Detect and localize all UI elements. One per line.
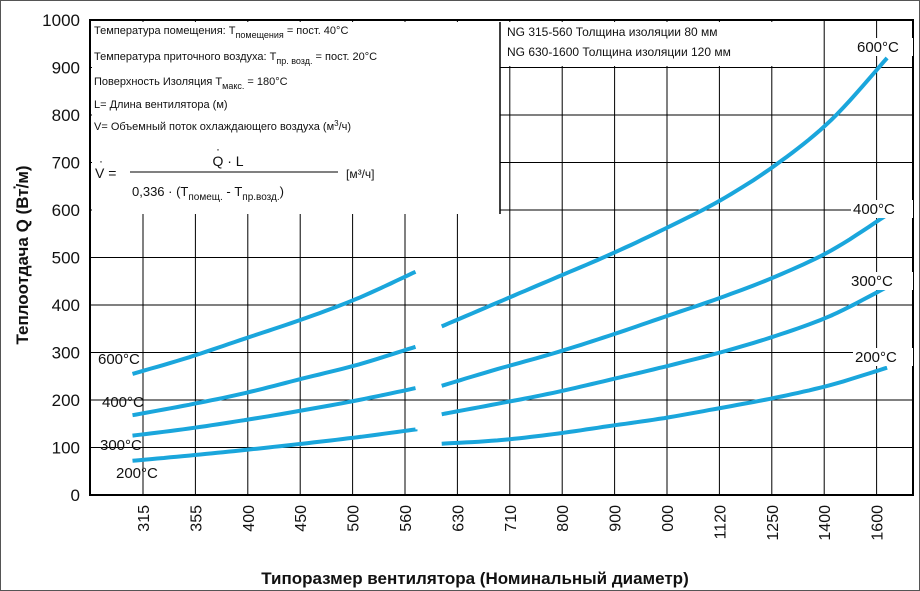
note-length: L= Длина вентилятора (м)	[94, 99, 228, 111]
x-tick-label: 800	[555, 505, 572, 532]
label-400-left: 400°C	[102, 394, 144, 411]
label-600-right-bg	[855, 38, 913, 56]
formula-v-dot: ·	[99, 154, 103, 168]
y-axis-title: Теплоотдача Q (Вт/м)	[13, 165, 32, 344]
x-tick-label: 000	[660, 505, 677, 532]
note-supply-temp: Температура приточного воздуха: Tпр. воз…	[94, 51, 377, 66]
series-line-600c	[440, 56, 889, 329]
insulation-line-2: NG 630-1600 Толщина изоляции 120 мм	[507, 45, 731, 59]
y-tick-label: 300	[52, 344, 80, 363]
y-tick-label: 900	[52, 59, 80, 78]
y-axis-q-dot: ·	[6, 185, 22, 190]
formula-lhs: V =	[95, 165, 116, 181]
y-tick-label: 800	[52, 106, 80, 125]
series-line-600c	[131, 269, 417, 376]
x-tick-label: 900	[608, 505, 625, 532]
x-tick-label: 355	[188, 505, 205, 532]
y-axis-ticks: 0 100 200 300 400 500 600 700 800 900 1000	[42, 11, 80, 505]
label-600-right: 600°C	[857, 39, 899, 56]
series-line-400c	[441, 213, 889, 388]
y-tick-label: 0	[71, 486, 80, 505]
series-labels-right: 600°C 400°C 300°C 200°C	[849, 38, 913, 366]
series-lines	[131, 56, 889, 463]
x-tick-label: 710	[503, 505, 520, 532]
x-tick-label: 1250	[765, 505, 782, 541]
note-surface: Поверхность Изоляция Tмакс. = 180°C	[94, 76, 288, 91]
formula: V = · Q · L · 0,336 · (Tпомещ. - Tпр.воз…	[95, 142, 375, 203]
x-tick-label: 1400	[817, 505, 834, 541]
y-tick-label: 600	[52, 201, 80, 220]
formula-denominator: 0,336 · (Tпомещ. - Tпр.возд.)	[132, 184, 284, 203]
label-600-left: 600°C	[98, 351, 140, 368]
x-tick-label: 1600	[870, 505, 887, 541]
y-tick-label: 700	[52, 154, 80, 173]
insulation-panel	[505, 22, 805, 66]
note-flow: V= Объемный поток охлаждающего воздуха (…	[94, 119, 351, 133]
formula-q-dot: ·	[216, 142, 220, 156]
series-line-300c	[441, 285, 889, 417]
series-line-300c	[132, 386, 416, 438]
x-tick-label: 450	[293, 505, 310, 532]
label-400-right: 400°C	[853, 201, 895, 218]
insulation-line-1: NG 315-560 Толщина изоляции 80 мм	[507, 25, 718, 39]
series-labels-left: 600°C 400°C 300°C 200°C	[98, 351, 158, 482]
label-300-right-bg	[849, 272, 913, 290]
y-tick-label: 400	[52, 296, 80, 315]
notes-panel	[92, 22, 500, 214]
label-200-left: 200°C	[116, 465, 158, 482]
x-axis-title: Типоразмер вентилятора (Номинальный диам…	[261, 569, 688, 588]
formula-numerator: Q · L	[212, 153, 243, 169]
y-tick-label: 500	[52, 249, 80, 268]
x-tick-label: 400	[241, 505, 258, 532]
x-tick-label: 315	[136, 505, 153, 532]
x-axis-ticks: 315 355 400 450 500 560 630 710 800 900 000 1120 125…	[136, 505, 887, 541]
notes: Температура помещения: Tпомещения = пост…	[94, 25, 377, 133]
series-line-400c	[132, 344, 417, 418]
x-tick-label: 1120	[712, 505, 729, 540]
note-room-temp: Температура помещения: Tпомещения = пост…	[94, 25, 348, 40]
x-tick-label: 630	[450, 505, 467, 532]
label-200-right-bg	[853, 348, 913, 366]
x-tick-label: 560	[398, 505, 415, 532]
label-200-right: 200°C	[855, 349, 897, 366]
label-300-left: 300°C	[100, 437, 142, 454]
y-tick-label: 100	[52, 439, 80, 458]
x-tick-label: 500	[346, 505, 363, 532]
label-400-right-bg	[851, 200, 913, 218]
series-line-200c	[132, 427, 418, 463]
formula-units: [м³/ч]	[346, 167, 375, 181]
y-tick-label: 200	[52, 391, 80, 410]
label-300-right: 300°C	[851, 273, 893, 290]
series-line-200c	[441, 365, 888, 446]
y-tick-label: 1000	[42, 11, 80, 30]
